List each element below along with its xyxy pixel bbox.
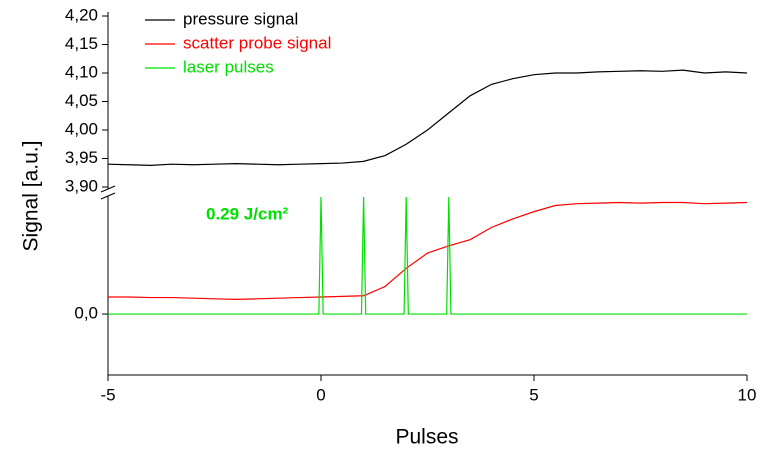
y-tick-label: 3,95 bbox=[65, 148, 98, 167]
x-tick-label: 0 bbox=[316, 385, 325, 404]
axis-break bbox=[100, 185, 116, 193]
legend-label: pressure signal bbox=[183, 9, 298, 28]
x-tick-label: -5 bbox=[100, 385, 115, 404]
y-axis-title: Signal [a.u.] bbox=[20, 141, 43, 252]
series-line bbox=[107, 69, 748, 166]
y-tick-label: 0,0 bbox=[74, 304, 98, 323]
x-tick-label: 10 bbox=[738, 385, 757, 404]
y-tick-label: 3,90 bbox=[65, 176, 98, 195]
y-tick-label: 4,15 bbox=[65, 34, 98, 53]
legend-label: laser pulses bbox=[183, 57, 274, 76]
legend-label: scatter probe signal bbox=[183, 33, 331, 52]
axis-break bbox=[100, 192, 116, 200]
y-tick-label: 4,20 bbox=[65, 5, 98, 24]
x-axis-title: Pulses bbox=[395, 426, 458, 449]
x-tick-label: 5 bbox=[529, 385, 538, 404]
series-line bbox=[108, 201, 748, 301]
y-tick-label: 4,00 bbox=[65, 119, 98, 138]
y-tick-label: 4,05 bbox=[65, 91, 98, 110]
y-tick-label: 4,10 bbox=[65, 62, 98, 81]
series-line bbox=[108, 196, 747, 315]
annotation: 0.29 J/cm² bbox=[206, 204, 289, 223]
